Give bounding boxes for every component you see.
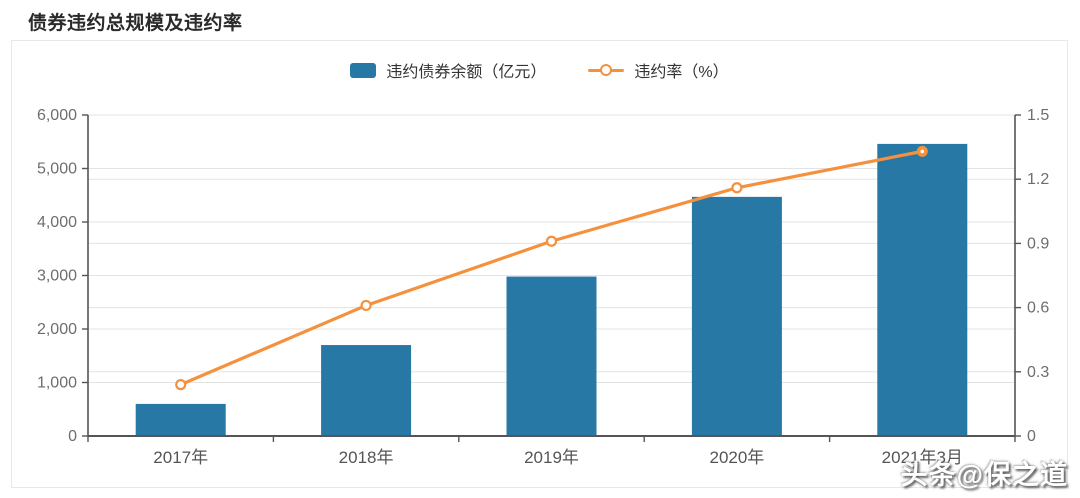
line-point-center-dot <box>920 149 925 154</box>
line-point[interactable] <box>731 182 743 194</box>
legend-label-line: 违约率（%） <box>634 64 729 81</box>
legend: 违约债券余额（亿元） 违约率（%） <box>12 58 1067 82</box>
watermark: 头条@保之道 <box>900 460 1068 490</box>
x-axis-category-label: 2018年 <box>339 448 394 467</box>
left-axis-tick-label: 4,000 <box>37 214 77 231</box>
bar-2019年[interactable] <box>506 276 597 436</box>
left-axis-tick-label: 6,000 <box>37 107 77 124</box>
right-axis-tick-label: 0.3 <box>1027 364 1049 381</box>
bar-series-swatch-icon <box>350 62 377 78</box>
legend-label-bar: 违约债券余额（亿元） <box>386 64 547 81</box>
page-title: 债券违约总规模及违约率 <box>28 13 243 34</box>
x-axis-category-label: 2020年 <box>709 448 764 467</box>
line-point[interactable] <box>360 299 372 312</box>
left-axis-tick-label: 2,000 <box>37 321 77 338</box>
legend-item-bar-series[interactable]: 违约债券余额（亿元） <box>350 58 546 82</box>
left-axis-tick-label: 3,000 <box>37 268 77 285</box>
left-axis-tick-label: 0 <box>68 428 77 445</box>
legend-item-line-series[interactable]: 违约率（%） <box>588 58 729 82</box>
x-axis-category-label: 2019年 <box>524 448 579 467</box>
bar-2020年[interactable] <box>691 196 782 436</box>
line-point[interactable] <box>545 235 558 247</box>
bar-2018年[interactable] <box>321 345 412 436</box>
right-axis-tick-label: 1.2 <box>1027 171 1049 188</box>
right-axis-tick-label: 1.5 <box>1027 107 1049 124</box>
right-axis-tick-label: 0 <box>1027 428 1036 445</box>
bar-2021年3月[interactable] <box>877 143 968 436</box>
left-axis-tick-label: 5,000 <box>37 161 77 178</box>
x-axis-category-label: 2017年 <box>153 448 208 467</box>
line-series-marker-icon <box>588 64 625 76</box>
right-axis-tick-label: 0.6 <box>1027 300 1049 317</box>
x-axis-category-label: 2021年3月 <box>882 448 963 467</box>
left-axis-tick-label: 1,000 <box>37 375 77 392</box>
bar-2017年[interactable] <box>135 403 226 436</box>
line-point[interactable] <box>175 379 187 391</box>
right-axis-tick-label: 0.9 <box>1027 235 1049 252</box>
